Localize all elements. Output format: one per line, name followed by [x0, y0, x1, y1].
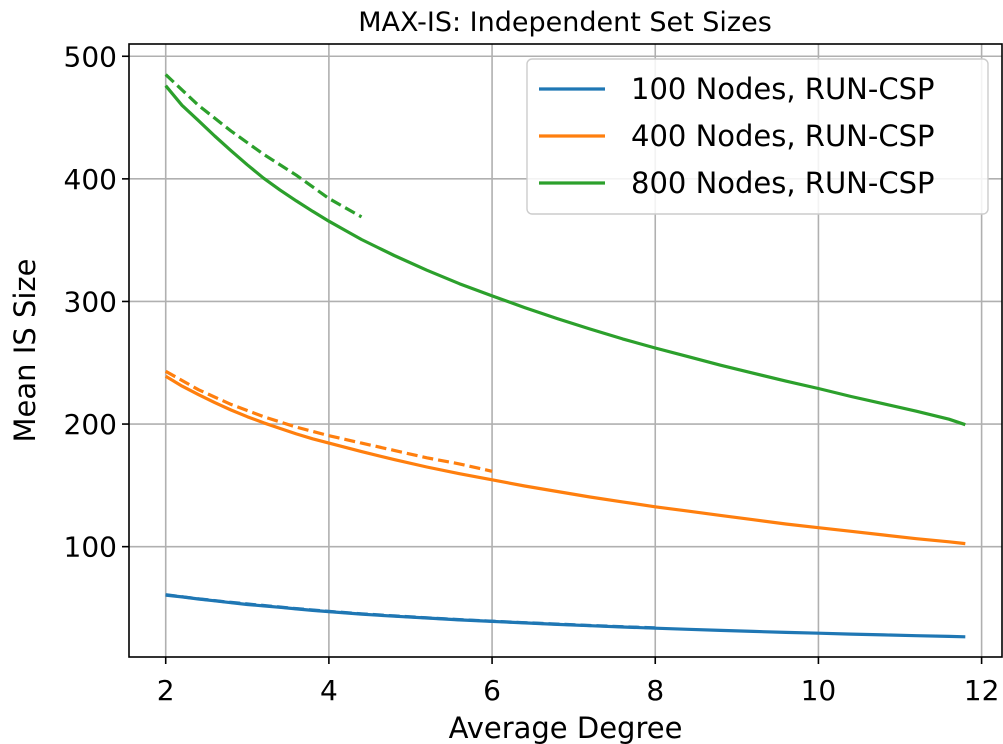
legend: 100 Nodes, RUN-CSP 400 Nodes, RUN-CSP 800 …	[526, 58, 989, 215]
x-axis-label: Average Degree	[449, 711, 683, 744]
series-line-2-dashed	[165, 593, 656, 630]
y-tick-label: 400	[64, 163, 117, 196]
series-line-6-dashed	[164, 73, 363, 219]
legend-label: 100 Nodes, RUN-CSP	[631, 72, 934, 106]
x-tick-label: 2	[157, 674, 175, 707]
x-tick-label: 8	[646, 674, 664, 707]
series-line-1	[165, 593, 966, 639]
plot-frame	[128, 43, 1003, 658]
legend-frame	[526, 58, 989, 215]
axes-spines	[128, 43, 1003, 658]
series-line-4-dashed	[164, 369, 493, 473]
x-tick-label: 10	[801, 674, 837, 707]
x-tick-label: 12	[964, 674, 1000, 707]
x-tick-label: 4	[320, 674, 338, 707]
x-tick-label: 6	[483, 674, 501, 707]
y-tick-label: 500	[64, 40, 117, 73]
y-tick-label: 300	[64, 285, 117, 318]
series-line-3	[164, 374, 966, 546]
y-tick-label: 200	[64, 408, 117, 441]
legend-label: 800 Nodes, RUN-CSP	[631, 166, 934, 200]
legend-label: 400 Nodes, RUN-CSP	[631, 119, 934, 153]
axis-ticks: 2 4 6 8 10 12 100 200 300 400 500	[64, 40, 1000, 707]
series-lines	[164, 73, 966, 639]
chart-title: MAX-IS: Independent Set Sizes	[358, 7, 772, 38]
y-axis-label: Mean IS Size	[8, 259, 42, 443]
series-line-5	[164, 84, 966, 427]
y-tick-label: 100	[64, 531, 117, 564]
